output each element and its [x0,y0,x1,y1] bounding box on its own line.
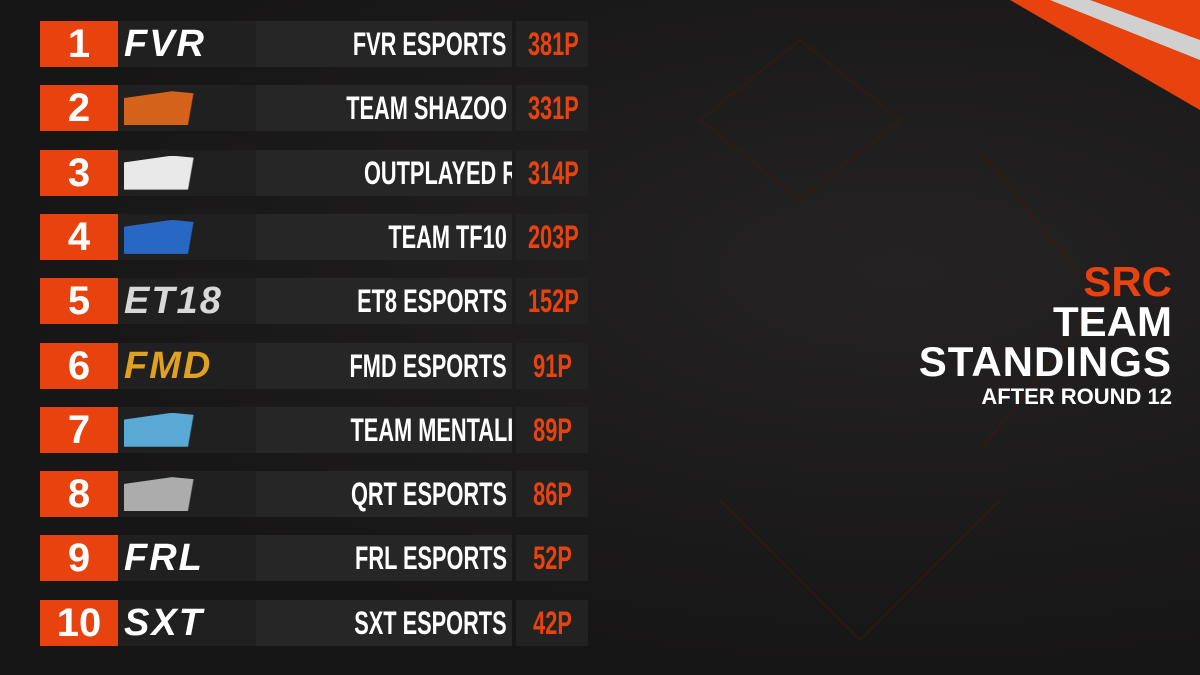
team-name-cell: FRL ESPORTS [256,535,512,582]
points-cell: 86P [516,471,588,518]
title-line: TEAM [1053,298,1172,345]
logo-shape [124,91,244,126]
points: 86P [532,476,572,513]
team-name: FMD ESPORTS [349,347,507,384]
points-cell: 89P [516,406,588,453]
team-logo: SXT [118,599,256,646]
standing-row: 4 TEAM TF10 203P [40,213,588,260]
team-logo: FRL [118,535,256,582]
background-pattern [698,38,1102,642]
rank: 1 [40,21,118,67]
standing-row: 2 TEAM SHAZOO 331P [40,85,588,132]
rank: 8 [40,471,118,518]
standing-row: 7 TEAM MENTALISM 89P [40,406,588,453]
team-logo [118,149,256,196]
points: 152P [527,283,579,320]
rank: 10 [40,599,118,646]
team-logo: ET18 [118,278,256,325]
rank: 2 [40,85,118,132]
team-logo [118,471,256,518]
rank: 3 [40,149,118,196]
logo-shape [124,477,244,512]
points-cell: 203P [516,213,588,260]
standing-row: 9 FRL FRL ESPORTS 52P [40,535,588,582]
points: 314P [527,154,579,191]
points: 203P [527,218,579,255]
logo-text: FMD [124,344,213,387]
standing-row: 8 QRT ESPORTS 86P [40,471,588,518]
rank: 6 [40,342,118,389]
logo-text: FVR [124,23,206,65]
points: 52P [532,540,572,577]
team-logo [118,85,256,132]
team-name-cell: OUTPLAYED RACING [256,149,512,196]
points: 89P [532,411,572,448]
series-label: SRC [1083,258,1172,305]
team-logo: FMD [118,342,256,389]
logo-text: SXT [124,601,204,644]
points-cell: 314P [516,149,588,196]
points-cell: 91P [516,342,588,389]
points: 91P [532,347,572,384]
team-name-cell: SXT ESPORTS [256,599,512,646]
team-name: TEAM MENTALISM [350,411,512,448]
points: 381P [527,26,579,62]
points: 42P [532,604,572,641]
team-name-cell: FMD ESPORTS [256,342,512,389]
team-name-cell: TEAM TF10 [256,213,512,260]
title-line: STANDINGS [918,338,1172,385]
rank: 9 [40,535,118,582]
team-logo [118,213,256,260]
standing-row: 3 OUTPLAYED RACING 314P [40,149,588,196]
team-name-cell: ET8 ESPORTS [256,278,512,325]
rank: 5 [40,278,118,325]
team-name: FRL ESPORTS [354,540,507,577]
team-name-cell: QRT ESPORTS [256,471,512,518]
team-name: TEAM SHAZOO [345,90,507,127]
team-name-cell: TEAM SHAZOO [256,85,512,132]
team-logo: FVR [118,21,256,67]
logo-shape [124,155,244,190]
points-cell: 52P [516,535,588,582]
logo-text: ET18 [124,280,223,323]
corner-stripe-inner [1090,0,1200,40]
logo-shape [124,219,244,254]
team-name: QRT ESPORTS [350,476,507,513]
team-name-cell: TEAM MENTALISM [256,406,512,453]
standing-row: 10 SXT SXT ESPORTS 42P [40,599,588,646]
team-logo [118,406,256,453]
points-cell: 331P [516,85,588,132]
standing-row: 6 FMD FMD ESPORTS 91P [40,342,588,389]
rank: 7 [40,406,118,453]
team-name: ET8 ESPORTS [356,283,507,320]
logo-shape [124,412,244,447]
standing-row: 1 FVR FVR ESPORTS 381P [40,21,588,67]
team-name: TEAM TF10 [388,218,507,255]
points-cell: 152P [516,278,588,325]
team-name: FVR ESPORTS [353,26,507,62]
team-name-cell: FVR ESPORTS [256,21,512,67]
standing-row: 5 ET18 ET8 ESPORTS 152P [40,278,588,325]
points-cell: 381P [516,21,588,67]
team-name: SXT ESPORTS [354,604,507,641]
logo-text: FRL [124,537,204,580]
rank: 4 [40,213,118,260]
points-cell: 42P [516,599,588,646]
points: 331P [527,90,579,127]
subtitle: AFTER ROUND 12 [981,384,1172,409]
team-name: OUTPLAYED RACING [364,154,512,191]
